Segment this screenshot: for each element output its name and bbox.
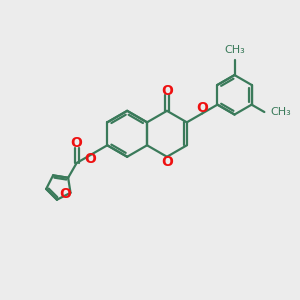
Text: O: O (161, 84, 173, 98)
Text: O: O (85, 152, 96, 167)
Text: O: O (161, 155, 173, 169)
Text: CH₃: CH₃ (271, 107, 292, 117)
Text: O: O (70, 136, 82, 150)
Text: O: O (59, 187, 71, 201)
Text: CH₃: CH₃ (224, 45, 245, 55)
Text: O: O (196, 101, 208, 115)
